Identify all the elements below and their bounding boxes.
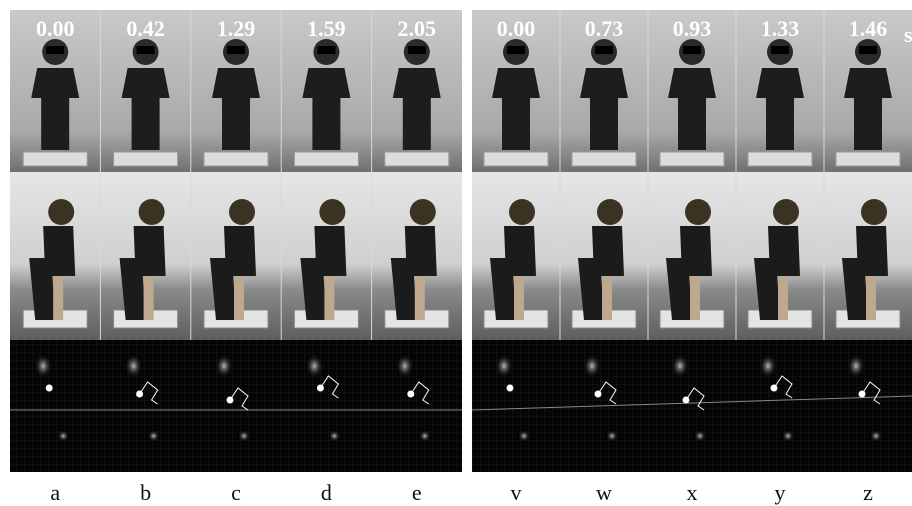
frame-letter: e bbox=[412, 480, 422, 505]
frame-letter: y bbox=[775, 480, 786, 505]
pressure-grid bbox=[472, 340, 912, 472]
eye-mask bbox=[683, 46, 701, 54]
eye-mask bbox=[227, 46, 245, 54]
time-label: 1.59 bbox=[307, 16, 346, 41]
frame-letter: a bbox=[50, 480, 60, 505]
pressure-blob bbox=[606, 430, 618, 442]
panel: 0.00 v 0.73 w 0.93 x 1.33 y 1.46 z s bbox=[472, 10, 912, 505]
pressure-blob bbox=[419, 430, 431, 442]
eye-mask bbox=[408, 46, 426, 54]
pressure-blob bbox=[759, 354, 777, 378]
eye-mask bbox=[507, 46, 525, 54]
head bbox=[773, 199, 799, 225]
head bbox=[685, 199, 711, 225]
cop-point bbox=[507, 385, 514, 392]
pressure-blob bbox=[782, 430, 794, 442]
leg bbox=[778, 276, 788, 320]
pressure-blob bbox=[34, 354, 52, 378]
pressure-blob bbox=[671, 354, 689, 378]
pressure-blob bbox=[694, 430, 706, 442]
mat bbox=[23, 152, 87, 166]
frame-letter: z bbox=[863, 480, 873, 505]
pressure-blob bbox=[328, 430, 340, 442]
frame-letter: w bbox=[596, 480, 612, 505]
frame-letter: b bbox=[140, 480, 151, 505]
pressure-blob bbox=[518, 430, 530, 442]
eye-mask bbox=[859, 46, 877, 54]
leg bbox=[415, 276, 425, 320]
mat bbox=[748, 152, 812, 166]
head bbox=[48, 199, 74, 225]
time-label: 1.33 bbox=[761, 16, 800, 41]
pressure-blob bbox=[238, 430, 250, 442]
pressure-grid bbox=[10, 340, 462, 472]
time-label: 1.29 bbox=[217, 16, 256, 41]
pressure-blob bbox=[305, 354, 323, 378]
head bbox=[319, 199, 345, 225]
time-label: 0.93 bbox=[673, 16, 712, 41]
head bbox=[410, 199, 436, 225]
time-label: 0.42 bbox=[126, 16, 165, 41]
frame-letter: x bbox=[687, 480, 698, 505]
time-label: 2.05 bbox=[398, 16, 437, 41]
pressure-blob bbox=[57, 430, 69, 442]
head bbox=[139, 199, 165, 225]
eye-mask bbox=[771, 46, 789, 54]
frame-letter: c bbox=[231, 480, 241, 505]
head bbox=[597, 199, 623, 225]
leg bbox=[234, 276, 244, 320]
mat bbox=[385, 152, 449, 166]
pressure-blob bbox=[396, 354, 414, 378]
leg bbox=[324, 276, 334, 320]
leg bbox=[866, 276, 876, 320]
leg bbox=[53, 276, 63, 320]
pressure-blob bbox=[847, 354, 865, 378]
pressure-blob bbox=[495, 354, 513, 378]
frame-letter: v bbox=[511, 480, 522, 505]
figure: 0.00 a 0.42 b 1.29 c 1.59 d 2.05 e 0.00 v 0.73 w 0.93 x… bbox=[0, 0, 912, 506]
cop-point bbox=[46, 385, 53, 392]
eye-mask bbox=[595, 46, 613, 54]
leg bbox=[144, 276, 154, 320]
time-label: 1.46 bbox=[849, 16, 888, 41]
panel: 0.00 a 0.42 b 1.29 c 1.59 d 2.05 e bbox=[10, 10, 462, 505]
eye-mask bbox=[137, 46, 155, 54]
time-label: 0.00 bbox=[497, 16, 536, 41]
leg bbox=[602, 276, 612, 320]
pressure-blob bbox=[215, 354, 233, 378]
pressure-blob bbox=[870, 430, 882, 442]
head bbox=[509, 199, 535, 225]
eye-mask bbox=[46, 46, 64, 54]
mat bbox=[836, 152, 900, 166]
leg bbox=[690, 276, 700, 320]
time-label: 0.00 bbox=[36, 16, 75, 41]
eye-mask bbox=[317, 46, 335, 54]
head bbox=[861, 199, 887, 225]
time-unit: s bbox=[904, 22, 912, 47]
time-label: 0.73 bbox=[585, 16, 624, 41]
leg bbox=[514, 276, 524, 320]
head bbox=[229, 199, 255, 225]
mat bbox=[484, 152, 548, 166]
mat bbox=[114, 152, 178, 166]
pressure-blob bbox=[583, 354, 601, 378]
frame-letter: d bbox=[321, 480, 332, 505]
mat bbox=[660, 152, 724, 166]
mat bbox=[204, 152, 268, 166]
pressure-blob bbox=[125, 354, 143, 378]
pressure-blob bbox=[148, 430, 160, 442]
mat bbox=[572, 152, 636, 166]
mat bbox=[294, 152, 358, 166]
